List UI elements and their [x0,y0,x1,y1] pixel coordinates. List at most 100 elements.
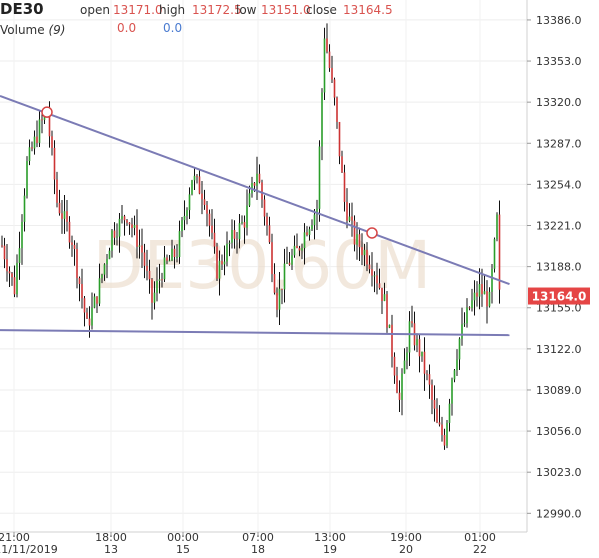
candle-body [126,220,128,223]
candle-body [18,248,21,263]
candle-body [326,38,328,52]
candle-body [226,243,228,262]
candle-body [483,291,486,295]
candle-body [6,259,8,272]
candle-body [453,370,456,380]
candle-body [183,215,186,221]
price-tick-label: 13155.0 [536,302,582,315]
candle-body [223,261,226,265]
candle-body [266,216,268,226]
candle-body [208,213,211,226]
candle-body [478,284,481,297]
candle-body [373,275,376,277]
candle-body [298,248,301,251]
candle-body [221,260,223,265]
candle-body [468,307,471,309]
candle-body [98,278,101,304]
candle-body [228,242,231,244]
candle-body [363,249,366,256]
price-tick-label: 13023.0 [536,466,582,479]
candle-body [311,225,313,230]
price-tick-label: 13320.0 [536,96,582,109]
time-tick-label: 21:00 [0,531,30,544]
candle-body [491,268,493,292]
candle-body [193,175,196,181]
candle-body [488,291,491,307]
price-tick-label: 13221.0 [536,220,582,233]
price-tick-label: 13188.0 [536,261,582,274]
candle-body [446,422,448,446]
time-tick-label: 13:00 [314,531,346,544]
candle-body [296,245,298,249]
price-axis: 13386.0 13353.0 13320.0 13287.0 13254.0 13221… [527,14,582,520]
candle-body [176,256,178,258]
candle-body [56,179,58,203]
time-tick-label: 01:00 [464,531,496,544]
candle-body [321,92,323,147]
candle-body [233,230,236,239]
candle-body [401,373,403,400]
candle-body [433,399,436,409]
candle-body [48,113,51,137]
open-value: 13171.0 [113,3,163,17]
candle-body [173,248,176,257]
candle-body [376,275,378,284]
candle-body [393,356,396,376]
volume-period: (9) [48,23,66,37]
candle-body [23,195,26,222]
candle-body [403,360,406,374]
candle-body [78,278,81,284]
watermark-text: DE30,60M [93,227,431,304]
candle-body [113,230,116,238]
candle-body [73,244,76,250]
candle-body [238,223,241,240]
date-tick-label: 11/11/2019 [0,543,58,556]
candle-body [418,339,421,357]
candle-body [421,351,423,357]
candle-body [158,279,161,281]
candle-body [103,264,106,275]
candle-body [463,323,466,325]
candle-body [328,51,331,68]
candle-body [231,230,233,243]
candle-body [301,248,303,251]
candle-body [436,408,438,423]
candle-body [51,136,53,148]
candle-body [63,211,66,219]
price-tick-label: 13056.0 [536,425,582,438]
candle-body [443,435,446,446]
candle-body [476,292,478,297]
time-tick-label: 18:00 [95,531,127,544]
candle-body [336,97,338,122]
close-label: close [306,3,337,17]
candle-body [276,292,278,310]
candle-body [181,220,183,232]
time-tick-label: 07:00 [242,531,274,544]
candle-body [448,403,451,423]
candle-body [253,182,256,186]
candle-body [348,216,351,221]
date-tick-label: 22 [473,543,487,556]
current-price-tag: 13164.0 [528,287,590,305]
candle-body [68,221,71,243]
low-label: low [236,3,257,17]
candle-body [196,175,198,177]
candle-body [153,292,156,303]
symbol-title: DE30 [0,0,44,18]
candle-body [146,265,148,271]
candle-body [313,214,316,226]
candle-body [283,263,286,290]
price-tick-label: 13122.0 [536,343,582,356]
candle-body [428,374,431,385]
candle-body [1,245,3,247]
candle-body [191,180,193,195]
date-tick-label: 20 [399,543,413,556]
candle-body [156,280,158,293]
price-tick-label: 12990.0 [536,507,582,520]
candle-body [391,324,393,357]
candle-body [366,249,368,265]
candle-body [426,373,428,375]
candle-body [316,208,318,215]
